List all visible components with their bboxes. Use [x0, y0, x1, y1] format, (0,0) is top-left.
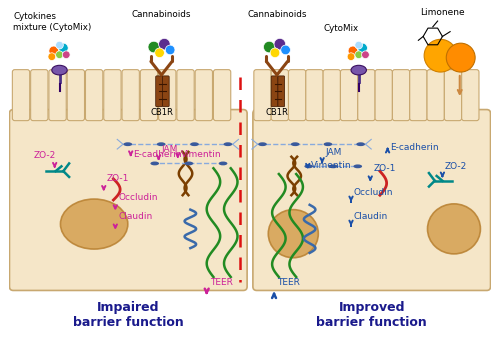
- FancyBboxPatch shape: [375, 70, 392, 121]
- Circle shape: [362, 51, 370, 59]
- Ellipse shape: [356, 142, 365, 146]
- Circle shape: [58, 43, 68, 53]
- Text: Vimentin: Vimentin: [180, 150, 222, 159]
- Circle shape: [166, 45, 175, 55]
- Circle shape: [274, 38, 285, 50]
- Ellipse shape: [224, 142, 232, 146]
- Text: Cannabinoids: Cannabinoids: [132, 10, 191, 20]
- Ellipse shape: [124, 142, 132, 146]
- Ellipse shape: [52, 65, 67, 75]
- Ellipse shape: [190, 142, 199, 146]
- FancyBboxPatch shape: [392, 70, 409, 121]
- Text: Claudin: Claudin: [118, 212, 152, 221]
- Circle shape: [48, 53, 56, 61]
- Text: ZO-2: ZO-2: [444, 162, 466, 171]
- Ellipse shape: [291, 142, 300, 146]
- Text: E-cadherin: E-cadherin: [134, 150, 182, 159]
- FancyBboxPatch shape: [214, 70, 231, 121]
- Circle shape: [355, 51, 362, 59]
- Circle shape: [49, 46, 58, 56]
- Ellipse shape: [268, 210, 318, 258]
- Circle shape: [158, 38, 170, 50]
- Text: TEER: TEER: [277, 278, 300, 286]
- Ellipse shape: [157, 142, 166, 146]
- Ellipse shape: [304, 164, 313, 168]
- Text: ZO-1: ZO-1: [373, 164, 396, 173]
- Circle shape: [155, 48, 164, 58]
- Text: JAM: JAM: [325, 148, 342, 157]
- FancyBboxPatch shape: [67, 70, 84, 121]
- FancyBboxPatch shape: [278, 76, 284, 107]
- Circle shape: [62, 51, 70, 59]
- FancyBboxPatch shape: [104, 70, 121, 121]
- Ellipse shape: [184, 161, 193, 165]
- Circle shape: [56, 51, 64, 59]
- Ellipse shape: [60, 199, 128, 249]
- FancyBboxPatch shape: [288, 70, 306, 121]
- Circle shape: [56, 41, 64, 49]
- FancyBboxPatch shape: [158, 70, 176, 121]
- Text: Vimentin: Vimentin: [310, 160, 351, 170]
- Circle shape: [355, 41, 362, 49]
- Text: ZO-2: ZO-2: [34, 151, 56, 160]
- FancyBboxPatch shape: [444, 70, 462, 121]
- FancyBboxPatch shape: [254, 70, 271, 121]
- FancyBboxPatch shape: [122, 70, 140, 121]
- Text: JAM: JAM: [162, 145, 178, 154]
- Text: ZO-1: ZO-1: [106, 174, 129, 183]
- FancyBboxPatch shape: [49, 70, 66, 121]
- Ellipse shape: [258, 142, 267, 146]
- FancyBboxPatch shape: [410, 70, 427, 121]
- FancyBboxPatch shape: [427, 70, 444, 121]
- Text: Occludin: Occludin: [354, 188, 394, 197]
- Text: Improved
barrier function: Improved barrier function: [316, 301, 427, 329]
- Text: Impaired
barrier function: Impaired barrier function: [73, 301, 184, 329]
- FancyBboxPatch shape: [358, 70, 375, 121]
- Text: E-cadherin: E-cadherin: [390, 143, 439, 152]
- Ellipse shape: [428, 204, 480, 254]
- Ellipse shape: [150, 161, 159, 165]
- FancyBboxPatch shape: [195, 70, 212, 121]
- Circle shape: [424, 39, 457, 72]
- Circle shape: [281, 45, 290, 55]
- FancyBboxPatch shape: [306, 70, 323, 121]
- Ellipse shape: [324, 142, 332, 146]
- Text: CytoMix: CytoMix: [324, 24, 359, 33]
- FancyBboxPatch shape: [12, 70, 29, 121]
- Circle shape: [348, 46, 358, 56]
- FancyBboxPatch shape: [30, 70, 48, 121]
- Circle shape: [270, 48, 280, 58]
- Text: Occludin: Occludin: [118, 193, 158, 202]
- FancyBboxPatch shape: [156, 76, 162, 107]
- FancyBboxPatch shape: [253, 110, 490, 290]
- FancyBboxPatch shape: [86, 70, 103, 121]
- Circle shape: [347, 53, 355, 61]
- Circle shape: [148, 41, 160, 53]
- Circle shape: [446, 43, 475, 72]
- FancyBboxPatch shape: [323, 70, 340, 121]
- Text: CB1R: CB1R: [150, 108, 173, 117]
- FancyBboxPatch shape: [140, 70, 158, 121]
- FancyBboxPatch shape: [271, 70, 288, 121]
- Circle shape: [358, 43, 368, 53]
- FancyBboxPatch shape: [271, 76, 278, 107]
- Ellipse shape: [218, 161, 228, 165]
- Text: Limonene: Limonene: [420, 8, 465, 17]
- Text: TEER: TEER: [210, 278, 233, 286]
- FancyBboxPatch shape: [462, 70, 479, 121]
- Ellipse shape: [329, 164, 338, 168]
- Text: Claudin: Claudin: [354, 212, 388, 221]
- Ellipse shape: [351, 65, 366, 75]
- FancyBboxPatch shape: [340, 70, 358, 121]
- FancyBboxPatch shape: [162, 76, 169, 107]
- FancyBboxPatch shape: [10, 110, 247, 290]
- FancyBboxPatch shape: [177, 70, 194, 121]
- Text: CB1R: CB1R: [266, 108, 288, 117]
- Circle shape: [264, 41, 275, 53]
- Ellipse shape: [354, 164, 362, 168]
- Text: Cytokines
mixture (CytoMix): Cytokines mixture (CytoMix): [14, 12, 92, 32]
- Text: Cannabinoids: Cannabinoids: [247, 10, 306, 20]
